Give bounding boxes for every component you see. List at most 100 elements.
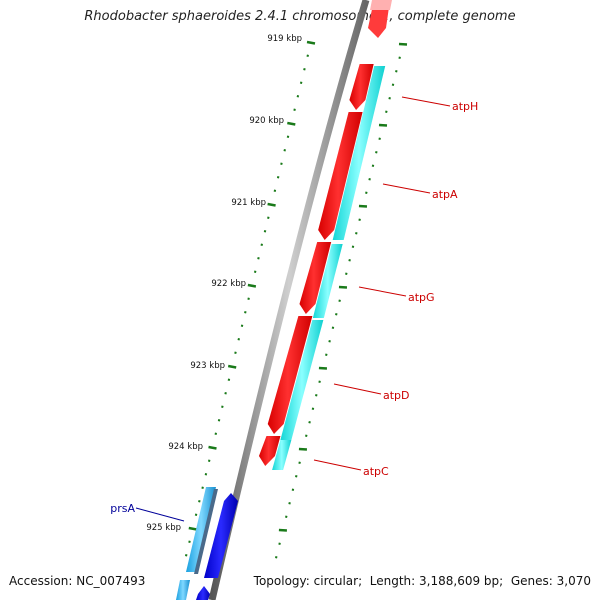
gene-label-atpH[interactable]: atpH bbox=[452, 100, 478, 113]
genome-summary: Topology: circular; Length: 3,188,609 bp… bbox=[253, 574, 591, 588]
accession-info: Accession: NC_007493 bbox=[9, 574, 145, 588]
gene-label-atpA[interactable]: atpA bbox=[432, 188, 458, 201]
gene-label-atpD[interactable]: atpD bbox=[383, 389, 410, 402]
tick-mark bbox=[345, 272, 348, 275]
tick-mark bbox=[298, 461, 301, 464]
tick-mark bbox=[227, 364, 237, 369]
tick-mark bbox=[244, 311, 247, 314]
topology-value: circular bbox=[313, 574, 359, 588]
tick-mark bbox=[375, 151, 378, 154]
tick-mark bbox=[293, 108, 296, 111]
gene-feature-next[interactable] bbox=[176, 580, 190, 600]
tick-labels: 919 kbp 920 kbp 921 kbp 922 kbp 923 kbp 924 k… bbox=[146, 34, 302, 533]
gene-label-leader bbox=[382, 183, 431, 194]
cds-partial-top-fade bbox=[370, 0, 392, 10]
tick-label: 923 kbp bbox=[190, 361, 225, 371]
tick-mark bbox=[237, 338, 240, 341]
gene-feature[interactable] bbox=[280, 320, 324, 440]
gene-label-prsA[interactable]: prsA bbox=[110, 502, 135, 515]
tick-mark bbox=[214, 432, 218, 435]
tick-mark bbox=[278, 542, 281, 545]
gene-label-atpC[interactable]: atpC bbox=[363, 465, 389, 478]
tick-mark bbox=[388, 97, 391, 100]
tick-mark bbox=[391, 83, 395, 86]
tick-mark bbox=[280, 162, 283, 165]
gene-label-leader bbox=[313, 459, 362, 471]
tick-mark bbox=[247, 283, 257, 288]
tick-mark bbox=[263, 230, 267, 233]
tick-mark bbox=[276, 176, 280, 179]
tick-mark bbox=[283, 149, 286, 152]
accession-label: Accession: bbox=[9, 574, 73, 588]
gene-feature[interactable] bbox=[332, 66, 386, 240]
tick-mark bbox=[358, 204, 368, 208]
tick-mark bbox=[298, 447, 308, 451]
genes-value: 3,070 bbox=[556, 574, 591, 588]
tick-mark bbox=[201, 486, 204, 489]
tick-mark bbox=[224, 392, 227, 395]
tick-mark bbox=[267, 202, 276, 207]
gene-labels: atpH atpA atpG atpD atpC prsA bbox=[110, 96, 478, 522]
tick-mark bbox=[299, 81, 303, 84]
map-title: Rhodobacter sphaeroides 2.4.1 chromosome… bbox=[84, 9, 516, 24]
tick-mark bbox=[371, 164, 375, 167]
gene-label-atpG[interactable]: atpG bbox=[408, 291, 435, 304]
ticks bbox=[184, 40, 408, 559]
tick-mark bbox=[328, 340, 331, 343]
accession-value: NC_007493 bbox=[76, 574, 146, 588]
tick-mark bbox=[217, 419, 221, 422]
cds-feature-prsA[interactable] bbox=[204, 493, 238, 578]
tick-mark bbox=[311, 407, 315, 410]
tick-mark bbox=[207, 459, 211, 462]
tick-mark bbox=[291, 488, 295, 491]
tick-mark bbox=[295, 475, 298, 478]
cds-feature[interactable] bbox=[258, 436, 281, 466]
tick-mark bbox=[286, 135, 290, 138]
cds-feature[interactable] bbox=[299, 242, 332, 314]
tick-label: 924 kbp bbox=[168, 442, 203, 452]
cds-feature[interactable] bbox=[349, 64, 374, 110]
tick-mark bbox=[288, 502, 291, 505]
tick-mark bbox=[398, 56, 401, 59]
tick-mark bbox=[365, 191, 368, 194]
tick-mark bbox=[194, 513, 198, 516]
tick-mark bbox=[184, 554, 188, 557]
tick-mark bbox=[385, 110, 388, 113]
tick-label: 925 kbp bbox=[146, 523, 181, 533]
length-label: Length: bbox=[369, 574, 416, 588]
tick-mark bbox=[315, 394, 318, 397]
tick-mark bbox=[188, 526, 198, 531]
gene-label-leader bbox=[358, 286, 407, 297]
gene-feature[interactable] bbox=[312, 244, 343, 318]
tick-mark bbox=[318, 380, 321, 383]
tick-mark bbox=[260, 243, 263, 246]
gene-feature-edge[interactable] bbox=[194, 489, 218, 574]
tick-mark bbox=[368, 178, 371, 181]
genes-label: Genes: bbox=[510, 574, 553, 588]
tick-mark bbox=[278, 528, 287, 532]
tick-label: 922 kbp bbox=[211, 279, 246, 289]
tick-mark bbox=[303, 68, 306, 71]
tick-mark bbox=[398, 42, 408, 46]
chromosome-backbone bbox=[208, 0, 370, 600]
tick-mark bbox=[188, 540, 191, 543]
tick-mark bbox=[227, 378, 231, 381]
gene-feature-prsA[interactable] bbox=[186, 487, 216, 572]
tick-mark bbox=[335, 313, 338, 316]
tick-mark bbox=[273, 189, 277, 192]
tick-mark bbox=[308, 421, 311, 424]
tick-mark bbox=[395, 70, 398, 73]
gene-label-leader bbox=[135, 507, 185, 522]
cds-feature[interactable] bbox=[267, 316, 313, 434]
tick-mark bbox=[296, 95, 300, 98]
gene-feature[interactable] bbox=[272, 440, 292, 470]
tick-mark bbox=[378, 137, 381, 140]
cds-feature[interactable] bbox=[318, 112, 363, 240]
tick-mark bbox=[221, 405, 224, 408]
tick-mark bbox=[338, 285, 348, 289]
tick-mark bbox=[306, 40, 316, 45]
tick-mark bbox=[257, 257, 260, 260]
tick-mark bbox=[355, 232, 358, 235]
cds-feature-next[interactable] bbox=[196, 586, 210, 600]
